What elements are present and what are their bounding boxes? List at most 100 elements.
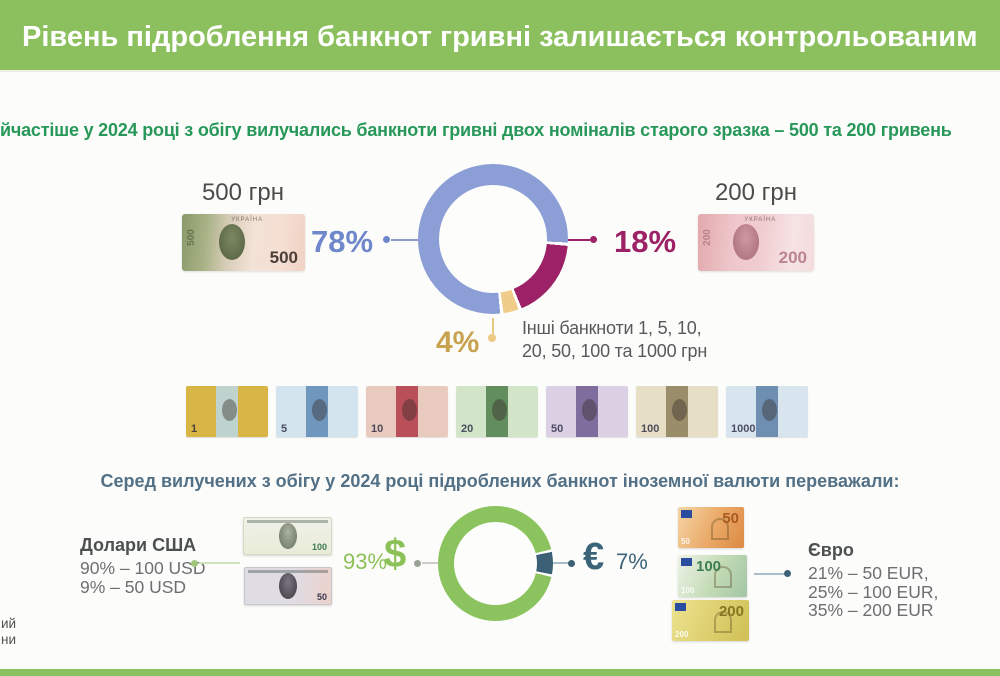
value-200-hrn-share: 18% — [614, 224, 677, 259]
value-eur-share: 7% — [616, 549, 648, 574]
banknote-denomination: 20 — [461, 423, 474, 435]
banknote-50-usd-image: 50 — [244, 567, 332, 605]
banknote-denomination: 1 — [191, 423, 198, 435]
banknote-200-eur-image: 200 200 — [672, 600, 749, 641]
callout-dot-magenta — [590, 236, 597, 243]
value-usd-share: 93% — [343, 549, 388, 574]
eu-flag-icon — [681, 558, 692, 566]
portrait-icon — [279, 573, 297, 599]
gateway-icon — [714, 610, 733, 633]
banknote-denomination: 100 — [696, 558, 722, 575]
banknote-100-eur-image: 100 100 — [678, 555, 747, 597]
label-other-notes-line1: Інші банкноти 1, 5, 10, — [522, 318, 702, 338]
header-bar: Рівень підроблення банкнот гривні залиша… — [0, 0, 1000, 72]
portrait-icon — [222, 399, 238, 421]
portrait-icon — [402, 399, 418, 421]
usd-line2: 9% – 50 USD — [80, 576, 187, 597]
callout-dot-slate — [784, 570, 791, 577]
portrait-icon — [312, 399, 328, 421]
banknote-200-hrn-image: УКРАЇНА 200 200 — [698, 214, 814, 271]
banknote-500-hrn-image: УКРАЇНА 500 500 — [182, 214, 305, 271]
callout-line-gray — [422, 562, 439, 564]
bottom-green-strip — [0, 669, 1000, 676]
eur-line2: 25% – 100 EUR, — [808, 581, 939, 602]
banknote-small-image: 10 — [366, 386, 448, 437]
banknote-small-image: 1000 — [726, 386, 808, 437]
value-other-notes-share: 4% — [436, 326, 480, 359]
portrait-icon — [492, 399, 508, 421]
small-banknotes-row: 1 5 10 20 50 — [186, 386, 808, 437]
banknote-denomination: 1000 — [731, 423, 756, 435]
donut-hole — [454, 522, 537, 605]
banknote-denomination: 50 — [722, 510, 739, 527]
portrait-icon — [672, 399, 688, 421]
callout-dot-blue — [383, 236, 390, 243]
banknote-small-image: 5 — [276, 386, 358, 437]
banknote-small-image: 100 — [636, 386, 718, 437]
banknote-country-text: УКРАЇНА — [744, 217, 777, 223]
banknote-band — [395, 386, 418, 437]
eu-flag-icon — [675, 603, 686, 611]
banknote-band — [755, 386, 778, 437]
currency-donut-chart — [438, 506, 553, 621]
callout-line-blue — [391, 239, 418, 241]
callout-dot-yellow — [488, 334, 496, 342]
label-200-hrn: 200 грн — [714, 179, 798, 206]
banknote-band — [485, 386, 508, 437]
currency-section-heading: Серед вилучених з обігу у 2024 році підр… — [100, 471, 900, 491]
banknote-vertical-denomination: 500 — [185, 229, 197, 246]
banknote-country-text: УКРАЇНА — [231, 217, 264, 223]
usd-title: Долари США — [80, 535, 197, 555]
banknote-denomination-small: 200 — [675, 630, 689, 639]
banknote-small-image: 1 — [186, 386, 268, 437]
dollar-sign-icon: $ — [384, 532, 407, 576]
eur-line1: 21% – 50 EUR, — [808, 563, 929, 583]
usd-line1: 90% – 100 USD — [80, 558, 206, 578]
callout-line-green — [199, 562, 240, 564]
banknote-denomination: 200 — [718, 603, 744, 620]
portrait-icon — [582, 399, 598, 421]
banknote-small-image: 50 — [546, 386, 628, 437]
banknote-band — [305, 386, 328, 437]
banknote-top-bar — [247, 520, 328, 523]
euro-sign-icon: € — [583, 536, 605, 578]
banknote-denomination: 10 — [371, 423, 384, 435]
banknote-denomination: 200 — [778, 248, 807, 267]
banknote-band — [575, 386, 598, 437]
value-500-hrn-share: 78% — [311, 224, 374, 259]
banknote-top-bar — [248, 570, 328, 573]
usd-label-block: Долари США 90% – 100 USD 9% – 50 USD — [80, 535, 250, 596]
hryvnia-donut-chart — [418, 164, 568, 314]
eur-line3: 35% – 200 EUR — [808, 600, 934, 620]
banknote-denomination: 50 — [316, 592, 327, 602]
logo-fragment-line1: ий — [1, 616, 17, 631]
banknote-small-image: 20 — [456, 386, 538, 437]
banknote-band — [665, 386, 688, 437]
logo-text-fragment: ий ни — [1, 616, 16, 647]
banknote-denomination: 100 — [641, 423, 660, 435]
callout-line-magenta — [568, 239, 590, 241]
portrait-icon — [762, 399, 778, 421]
banknote-denomination-small: 100 — [681, 586, 695, 595]
logo-fragment-line2: ни — [1, 631, 16, 647]
callout-line-slate — [553, 562, 570, 564]
banknote-denomination: 500 — [269, 248, 298, 267]
portrait-icon — [732, 224, 759, 260]
eur-title: Євро — [808, 540, 854, 560]
banknote-denomination: 100 — [311, 542, 327, 552]
callout-dot-gray — [414, 560, 421, 567]
banknote-50-eur-image: 50 50 — [678, 507, 744, 548]
gateway-icon — [711, 517, 730, 540]
banknote-denomination: 5 — [281, 423, 288, 435]
callout-dot-green — [191, 560, 198, 567]
banknote-band — [215, 386, 238, 437]
portrait-icon — [218, 224, 245, 260]
page-title: Рівень підроблення банкнот гривні залиша… — [22, 21, 978, 53]
banknote-vertical-denomination: 200 — [701, 229, 713, 246]
label-other-notes: Інші банкноти 1, 5, 10, 20, 50, 100 та 1… — [522, 317, 752, 363]
callout-dot-slate — [568, 560, 575, 567]
donut-hole — [439, 185, 547, 293]
label-500-hrn: 500 грн — [201, 179, 285, 206]
eur-label-block: Євро 21% – 50 EUR, 25% – 100 EUR, 35% – … — [808, 540, 993, 620]
